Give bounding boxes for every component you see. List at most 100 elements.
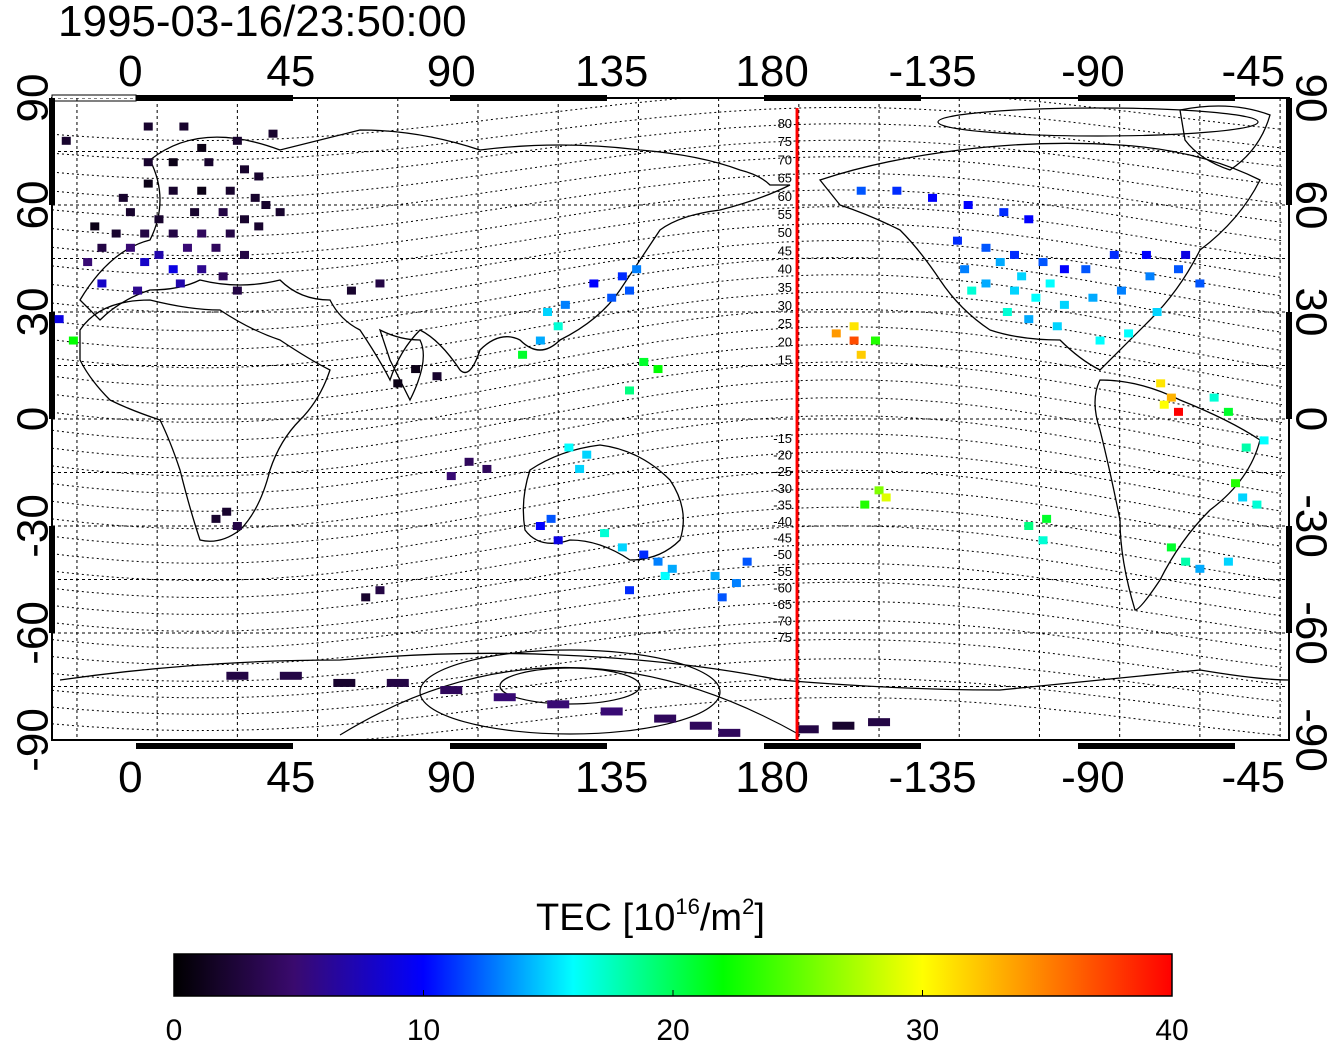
- bottom-longitude-label: 0: [118, 753, 142, 802]
- tec-cell: [689, 721, 712, 730]
- dip-contour: [52, 343, 1282, 423]
- dip-label: -55: [773, 564, 792, 579]
- tec-cell: [232, 136, 242, 145]
- tec-cell: [1195, 564, 1205, 573]
- tec-cell: [218, 208, 228, 217]
- top-longitude-label: 45: [266, 47, 315, 96]
- tec-cell: [653, 365, 663, 374]
- tec-cell: [575, 464, 585, 473]
- dip-label: 45: [778, 243, 792, 258]
- tec-cell: [97, 243, 107, 252]
- tec-cell: [1002, 308, 1012, 316]
- tec-cell: [1181, 250, 1191, 259]
- tec-cell: [240, 250, 250, 259]
- tec-cell: [61, 136, 71, 145]
- tec-cell: [1259, 436, 1269, 445]
- tec-cell: [125, 208, 135, 217]
- tec-cell: [140, 229, 150, 238]
- tec-cell: [1017, 272, 1027, 281]
- colorbar-tick-label: 20: [656, 1014, 689, 1047]
- tec-cell: [1024, 522, 1034, 530]
- tec-cell: [560, 300, 570, 309]
- tec-cell: [68, 336, 78, 345]
- tec-cell: [1095, 336, 1105, 345]
- tec-cell: [143, 122, 153, 131]
- tec-cell: [849, 322, 859, 331]
- tec-cell: [225, 229, 235, 238]
- map-grid: [52, 98, 1289, 740]
- tec-cell: [1159, 400, 1169, 409]
- tec-cell: [617, 272, 627, 281]
- dip-label: 15: [778, 353, 792, 368]
- tec-cell: [1145, 272, 1155, 281]
- tec-cell: [432, 372, 442, 381]
- tec-cell: [225, 186, 235, 195]
- tec-cell: [197, 229, 207, 238]
- tec-cell: [268, 129, 278, 138]
- top-longitude-label: -90: [1061, 47, 1125, 96]
- coastlines: [59, 105, 1289, 691]
- tec-cell: [386, 678, 409, 687]
- tec-cell: [1173, 265, 1183, 274]
- dip-contour: [52, 581, 1282, 649]
- tec-cell: [118, 193, 128, 202]
- dip-contour: [52, 361, 1282, 441]
- tec-cell: [90, 222, 100, 231]
- dip-contour: [52, 291, 1282, 369]
- tec-cell: [446, 472, 456, 481]
- dip-contour: [52, 257, 1282, 332]
- tec-cell: [440, 686, 463, 695]
- tec-cell: [518, 350, 528, 359]
- dip-contour: [52, 658, 1282, 715]
- tec-cell: [1241, 443, 1251, 452]
- top-longitude-label: -45: [1222, 47, 1286, 96]
- tec-cell: [1166, 393, 1176, 402]
- top-longitude-labels: 0 45 90 135 180 -135 -90 -45: [118, 47, 1285, 96]
- tec-cell: [240, 215, 250, 224]
- tec-cell: [375, 279, 385, 288]
- tec-cell: [981, 243, 991, 252]
- top-longitude-label: 0: [118, 47, 142, 96]
- dip-contour: [52, 223, 1282, 294]
- dip-contour: [52, 379, 1282, 459]
- tec-cell: [197, 143, 207, 152]
- dip-label: 80: [778, 116, 792, 131]
- top-longitude-label: -135: [888, 47, 976, 96]
- dip-contour: [52, 638, 1282, 699]
- dip-label: 70: [778, 152, 792, 167]
- dip-label: 60: [778, 189, 792, 204]
- dip-contour: [52, 156, 1282, 219]
- tec-cell: [731, 579, 741, 588]
- tec-cell: [464, 457, 474, 466]
- tec-cell: [653, 557, 663, 566]
- tec-cell: [232, 522, 242, 530]
- tec-cell: [546, 514, 556, 523]
- tec-cell: [218, 272, 228, 281]
- tec-cell: [197, 265, 207, 274]
- right-latitude-label: 60: [1286, 181, 1335, 230]
- tec-cell: [179, 122, 189, 131]
- tec-cell: [870, 336, 880, 345]
- tec-cell: [553, 536, 563, 545]
- dip-contour: [52, 326, 1282, 405]
- right-latitude-label: -60: [1286, 601, 1335, 665]
- tec-cell: [1238, 493, 1248, 502]
- dip-contour: [52, 544, 1282, 615]
- tec-cell: [168, 229, 178, 238]
- colorbar-tick-label: 10: [407, 1014, 440, 1047]
- left-latitude-label: -30: [9, 494, 58, 558]
- dip-label: -75: [773, 630, 792, 645]
- tec-cell: [1209, 393, 1219, 402]
- tec-cell: [1166, 543, 1176, 552]
- tec-cell: [582, 450, 592, 459]
- tec-cell: [625, 386, 635, 395]
- tec-cell: [143, 179, 153, 188]
- tec-cell: [211, 514, 221, 523]
- tec-cell: [168, 186, 178, 195]
- tec-cell: [718, 728, 741, 737]
- top-longitude-label: 90: [427, 47, 476, 96]
- dip-label: -20: [773, 448, 792, 463]
- tec-cell: [960, 265, 970, 274]
- tec-cell: [254, 172, 264, 181]
- right-latitude-label: -30: [1286, 494, 1335, 558]
